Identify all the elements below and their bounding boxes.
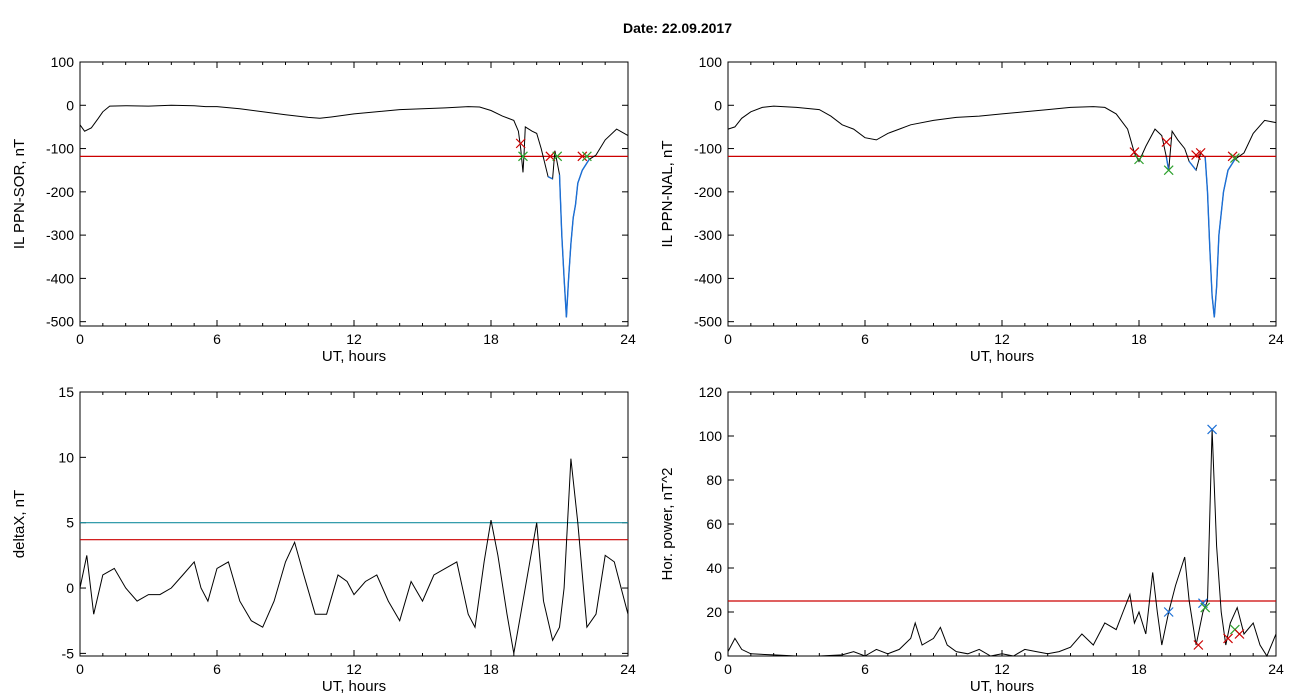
y-tick-label: -300 bbox=[694, 227, 722, 243]
series-line bbox=[79, 104, 629, 318]
event-marker bbox=[1195, 147, 1206, 158]
series-line bbox=[79, 458, 629, 654]
plot-frame bbox=[79, 61, 629, 327]
x-tick-label: 0 bbox=[724, 661, 732, 677]
event-marker bbox=[515, 138, 526, 149]
series-line bbox=[727, 429, 1277, 658]
x-tick-label: 0 bbox=[76, 661, 84, 677]
x-tick-label: 0 bbox=[724, 331, 732, 347]
x-tick-label: 0 bbox=[76, 331, 84, 347]
event-segment bbox=[1165, 157, 1170, 171]
event-segment bbox=[1188, 161, 1197, 171]
event-marker bbox=[1129, 147, 1140, 157]
y-tick-label: -100 bbox=[694, 141, 722, 157]
event-marker bbox=[577, 151, 588, 162]
event-marker bbox=[1207, 424, 1217, 435]
y-tick-label: 80 bbox=[706, 472, 722, 488]
y-tick-label: 5 bbox=[66, 515, 74, 531]
plot-frame bbox=[727, 391, 1277, 657]
event-marker bbox=[1134, 154, 1144, 165]
x-tick-label: 6 bbox=[213, 331, 221, 347]
y-tick-label: -500 bbox=[46, 314, 74, 330]
y-axis-label: IL PPN-NAL, nT bbox=[659, 141, 676, 248]
y-tick-label: 10 bbox=[58, 449, 74, 465]
x-tick-label: 24 bbox=[620, 661, 636, 677]
y-tick-label: 0 bbox=[66, 97, 74, 113]
y-tick-label: -400 bbox=[694, 270, 722, 286]
x-axis-label: UT, hours bbox=[322, 678, 386, 695]
x-tick-label: 6 bbox=[861, 661, 869, 677]
panel-hor-power: 0 6 12 18 24 120 100 80 60 40 20 0 UT, hours Hor. pow… bbox=[659, 384, 1284, 695]
event-segment bbox=[547, 176, 553, 180]
panel-ppn-nal: 0 6 12 18 24 100 0 -100 -200 -300 -400 -500 UT, hour… bbox=[659, 54, 1284, 365]
x-axis-label: UT, hours bbox=[322, 348, 386, 365]
x-tick-label: 12 bbox=[346, 661, 362, 677]
x-tick-label: 24 bbox=[1268, 661, 1284, 677]
x-tick-label: 18 bbox=[483, 661, 499, 677]
x-tick-label: 6 bbox=[861, 331, 869, 347]
y-tick-label: 0 bbox=[714, 97, 722, 113]
event-marker bbox=[581, 151, 592, 162]
x-tick-label: 18 bbox=[1131, 331, 1147, 347]
y-axis-label: Hor. power, nT^2 bbox=[659, 468, 676, 581]
y-tick-label: -200 bbox=[46, 184, 74, 200]
y-tick-label: 0 bbox=[66, 580, 74, 596]
y-tick-label: -100 bbox=[46, 141, 74, 157]
y-axis-label: IL PPN-SOR, nT bbox=[11, 139, 28, 249]
figure-title: Date: 22.09.2017 bbox=[623, 20, 732, 36]
y-tick-label: -5 bbox=[62, 645, 75, 661]
event-marker bbox=[1223, 633, 1233, 644]
y-tick-label: -300 bbox=[46, 227, 74, 243]
event-marker bbox=[1229, 153, 1240, 164]
x-axis-label: UT, hours bbox=[970, 678, 1034, 695]
event-marker bbox=[518, 151, 528, 162]
plot-frame bbox=[79, 391, 629, 657]
y-tick-label: 60 bbox=[706, 516, 722, 532]
x-tick-label: 12 bbox=[994, 331, 1010, 347]
x-tick-label: 6 bbox=[213, 661, 221, 677]
y-tick-label: 100 bbox=[699, 54, 723, 70]
event-marker bbox=[1161, 137, 1172, 147]
event-marker bbox=[1193, 640, 1204, 650]
y-tick-label: -400 bbox=[46, 270, 74, 286]
x-tick-label: 12 bbox=[346, 331, 362, 347]
y-tick-label: 100 bbox=[699, 428, 723, 444]
x-tick-label: 18 bbox=[483, 331, 499, 347]
y-tick-label: -500 bbox=[694, 314, 722, 330]
y-tick-label: 120 bbox=[699, 384, 723, 400]
x-tick-label: 18 bbox=[1131, 661, 1147, 677]
event-marker bbox=[1163, 607, 1174, 617]
x-tick-label: 12 bbox=[994, 661, 1010, 677]
event-marker bbox=[1200, 602, 1211, 613]
x-tick-label: 24 bbox=[1268, 331, 1284, 347]
y-tick-label: 40 bbox=[706, 560, 722, 576]
event-marker bbox=[1163, 165, 1174, 176]
series-line bbox=[727, 105, 1277, 318]
event-marker bbox=[552, 151, 563, 162]
panel-ppn-sor: 0 6 12 18 24 100 0 -100 -200 -300 -400 -500 UT, hour… bbox=[11, 54, 636, 365]
plot-frame bbox=[727, 61, 1277, 327]
event-marker bbox=[545, 151, 556, 162]
x-axis-label: UT, hours bbox=[970, 348, 1034, 365]
y-tick-label: 15 bbox=[58, 384, 74, 400]
y-tick-label: 0 bbox=[714, 648, 722, 664]
y-tick-label: -200 bbox=[694, 184, 722, 200]
event-marker bbox=[1234, 629, 1245, 639]
y-tick-label: 20 bbox=[706, 604, 722, 620]
event-segment bbox=[558, 159, 590, 318]
y-axis-label: deltaX, nT bbox=[11, 490, 28, 558]
event-segment bbox=[1204, 157, 1236, 318]
x-tick-label: 24 bbox=[620, 331, 636, 347]
y-tick-label: 100 bbox=[51, 54, 75, 70]
